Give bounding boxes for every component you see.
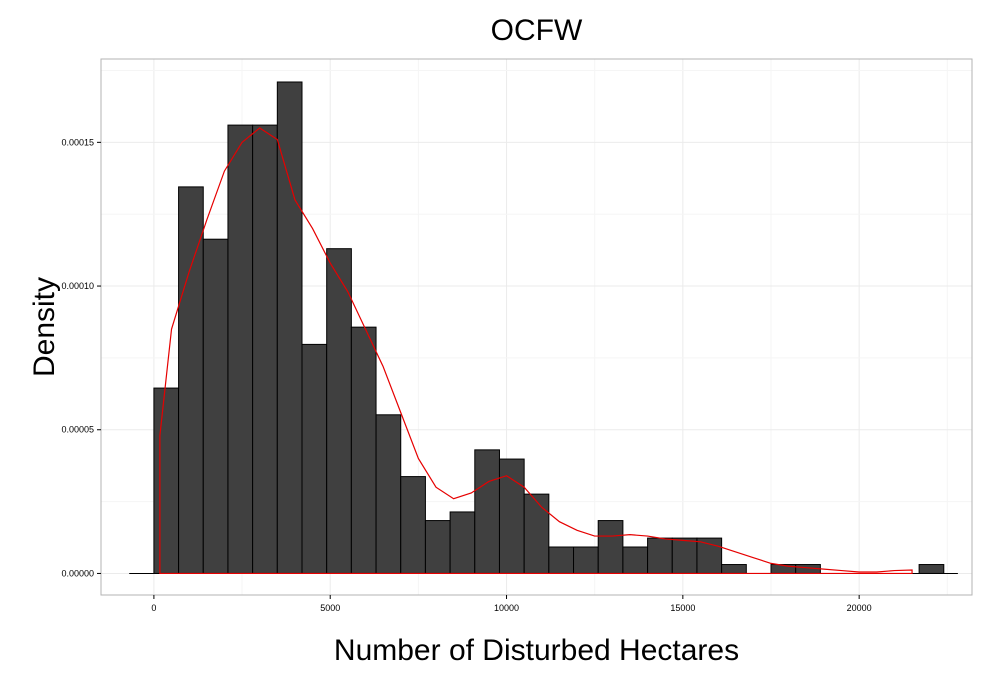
y-axis-ticks: 0.00000 0.00005 0.00010 0.00015 <box>61 137 101 578</box>
histogram-bar <box>424 520 451 574</box>
histogram-bar <box>153 387 180 574</box>
histogram-bar <box>721 564 747 574</box>
histogram-bar <box>918 564 945 574</box>
x-tick-label: 5000 <box>320 603 340 613</box>
histogram-bar <box>474 449 500 574</box>
x-tick-label: 20000 <box>847 603 872 613</box>
histogram-bar <box>178 186 204 574</box>
histogram-bar <box>647 537 673 574</box>
histogram-bar <box>326 248 352 574</box>
density-curve-layer <box>159 127 913 575</box>
histogram-bars <box>129 81 958 574</box>
histogram-bar <box>400 476 426 574</box>
x-tick-label: 0 <box>151 603 156 613</box>
histogram-bar <box>276 81 303 574</box>
histogram-bar <box>523 493 550 574</box>
histogram-bar <box>548 546 575 574</box>
histogram-bar <box>252 124 278 574</box>
chart-title: OCFW <box>490 14 583 47</box>
y-tick-label: 0.00010 <box>61 281 94 291</box>
x-axis-title: Number of Disturbed Hectares <box>333 634 740 667</box>
x-axis-ticks: 0 5000 10000 15000 20000 <box>151 595 872 613</box>
y-tick-label: 0.00000 <box>61 568 94 578</box>
y-tick-label: 0.00015 <box>61 137 94 147</box>
histogram-bar <box>622 546 649 574</box>
x-tick-label: 15000 <box>670 603 695 613</box>
histogram-bar <box>350 326 377 574</box>
histogram-bar <box>449 511 476 574</box>
plot-panel-border <box>100 58 973 596</box>
x-tick-label: 10000 <box>494 603 519 613</box>
histogram-bar <box>227 124 254 574</box>
histogram-bar <box>375 414 402 574</box>
y-tick-label: 0.00005 <box>61 425 94 435</box>
histogram-bar <box>573 546 599 574</box>
density-curve <box>159 127 913 575</box>
histogram-bar <box>498 458 525 574</box>
histogram-bar <box>597 520 624 574</box>
histogram-bar <box>671 537 698 574</box>
histogram-bar <box>202 238 229 574</box>
histogram-bar <box>301 343 328 574</box>
